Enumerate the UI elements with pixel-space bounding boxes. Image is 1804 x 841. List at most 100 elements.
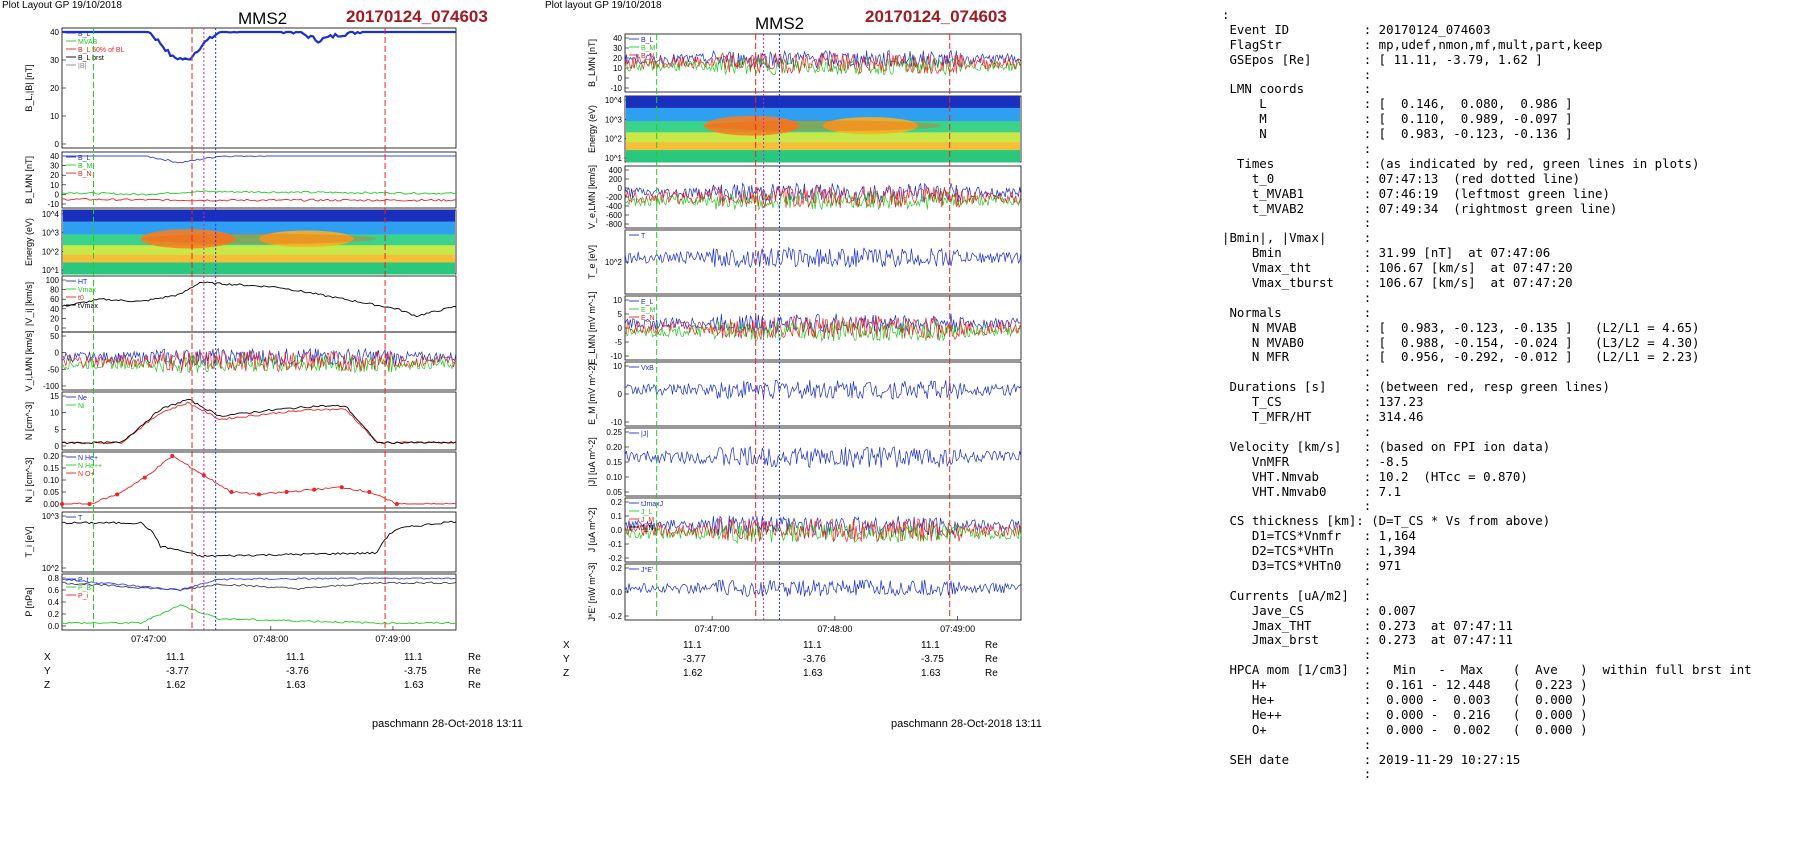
tick-label: 0.4	[48, 598, 60, 607]
axis-label: E_LMN [mV m^-1]	[587, 291, 597, 364]
tick-label: 10^3	[605, 115, 623, 124]
event-title: 20170124_074603	[346, 7, 488, 26]
tick-label: 200	[609, 175, 623, 184]
series-line	[61, 281, 457, 318]
tick-label: 0	[55, 324, 60, 333]
summary-line: Velocity [km/s] : (based on FPI ion data…	[1222, 438, 1551, 454]
position-value: -3.77	[166, 666, 189, 677]
position-row-label: Z	[563, 668, 570, 679]
position-value: 1.63	[921, 668, 941, 679]
summary-line: :	[1222, 66, 1372, 82]
summary-line: t_0 : 07:47:13 (red dotted line)	[1222, 170, 1581, 186]
footer-credit: paschmann 28-Oct-2018 13:11	[372, 718, 523, 730]
tick-label: -5	[615, 338, 623, 347]
tick-label: 0.0	[611, 526, 623, 535]
axis-label: N [cm^-3]	[24, 402, 34, 440]
tick-label: 0.0	[48, 622, 60, 631]
summary-line: N MVAB0 : [ 0.988, -0.154, -0.024 ] (L3/…	[1222, 334, 1700, 350]
panel-frame	[61, 151, 457, 209]
time-tick-label: 07:49:00	[940, 624, 975, 634]
tick-label: 0.2	[48, 610, 60, 619]
tick-label: 30	[50, 56, 59, 65]
series-line	[61, 198, 457, 202]
time-tick-label: 07:48:00	[817, 624, 852, 634]
spectrogram-hot	[140, 229, 236, 249]
tick-label: 20	[50, 84, 59, 93]
tick-label: 5	[618, 310, 623, 319]
series-line	[61, 455, 457, 505]
tick-label: 20	[50, 171, 59, 180]
tick-label: 50	[50, 332, 59, 341]
summary-line: Jmax_brst : 0.273 at 07:47:11	[1222, 632, 1513, 648]
tick-label: 10^2	[42, 247, 60, 256]
position-value: 1.62	[683, 668, 703, 679]
series-line	[624, 518, 1022, 543]
position-value: 1.63	[286, 680, 306, 691]
legend-label: T	[641, 233, 646, 240]
tick-label: 0.15	[43, 464, 59, 473]
axis-label: Energy (eV)	[587, 105, 597, 153]
series-line	[61, 577, 457, 592]
position-value: 11.1	[166, 652, 185, 663]
axis-label: |V_i| [km/s]	[24, 282, 34, 326]
spacecraft-title: MMS2	[238, 9, 288, 28]
spacecraft-title: MMS2	[755, 14, 805, 33]
tick-label: 10^1	[42, 266, 60, 275]
tick-label: -10	[610, 352, 622, 361]
data-point	[87, 502, 92, 506]
tick-label: -10	[610, 84, 622, 93]
legend-label: B_L 50% of BL	[78, 47, 125, 54]
panel-frame	[61, 275, 457, 333]
legend-label: Vmax	[78, 287, 96, 294]
series-line	[624, 185, 1022, 209]
tick-label: -800	[606, 220, 623, 229]
time-tick-label: 07:47:00	[131, 634, 166, 644]
tick-label: 10^2	[605, 135, 623, 144]
summary-line: :	[1222, 141, 1372, 157]
summary-line: FlagStr : mp,udef,nmon,mf,mult,part,keep	[1222, 36, 1603, 52]
legend-label: N O+	[78, 471, 95, 478]
spectrogram-hot	[704, 120, 942, 131]
legend-label: B_M	[78, 163, 93, 170]
tick-label: 40	[50, 305, 59, 314]
tick-label: -10	[610, 418, 622, 427]
middle-figure: Plot layout GP 19/10/2018 MMS2 20170124_…	[545, 0, 1235, 841]
tick-label: 0	[55, 442, 60, 451]
spectrogram-hot	[140, 233, 378, 244]
summary-line: Durations [s] : (between red, resp green…	[1222, 379, 1610, 395]
tick-label: 60	[50, 295, 59, 304]
tick-label: 0.0	[611, 588, 623, 597]
tick-label: 10^3	[42, 512, 60, 521]
position-value: 11.1	[683, 640, 702, 651]
summary-line: :	[1222, 498, 1372, 514]
series-line	[624, 579, 1022, 597]
summary-line: Vmax_tburst : 106.67 [km/s] at 07:47:20	[1222, 275, 1573, 291]
tick-label: -0.1	[608, 540, 622, 549]
tick-label: 0.2	[611, 564, 623, 573]
panel-frame	[624, 229, 1022, 295]
tick-label: 0	[618, 390, 623, 399]
summary-line: CS thickness [km]: (D=T_CS * Vs from abo…	[1222, 513, 1551, 529]
axis-label: P [nPa]	[24, 587, 34, 616]
summary-line: GSEpos [Re] : [ 11.11, -3.79, 1.62 ]	[1222, 51, 1543, 67]
position-unit: Re	[985, 654, 998, 665]
legend-label: E_M	[641, 307, 656, 314]
series-line	[61, 190, 457, 196]
layout-label: Plot layout GP 19/10/2018	[545, 0, 662, 11]
legend-label: B_N	[641, 53, 655, 60]
data-point	[367, 490, 372, 494]
position-row-label: X	[563, 640, 570, 651]
spectrogram-band	[63, 245, 455, 256]
position-value: 11.1	[286, 652, 305, 663]
legend-label: J_M	[641, 517, 654, 524]
footer-credit: paschmann 28-Oct-2018 13:11	[891, 718, 1042, 730]
tick-label: -10	[47, 200, 59, 209]
series-line	[61, 604, 457, 625]
axis-label: Energy (eV)	[24, 218, 34, 266]
summary-line: VHT.Nmvab0 : 7.1	[1222, 483, 1402, 499]
axis-label: |J| [uA m^-2]	[587, 437, 597, 486]
data-point	[257, 492, 261, 497]
axis-label: B_L,|B| [nT]	[24, 64, 34, 111]
